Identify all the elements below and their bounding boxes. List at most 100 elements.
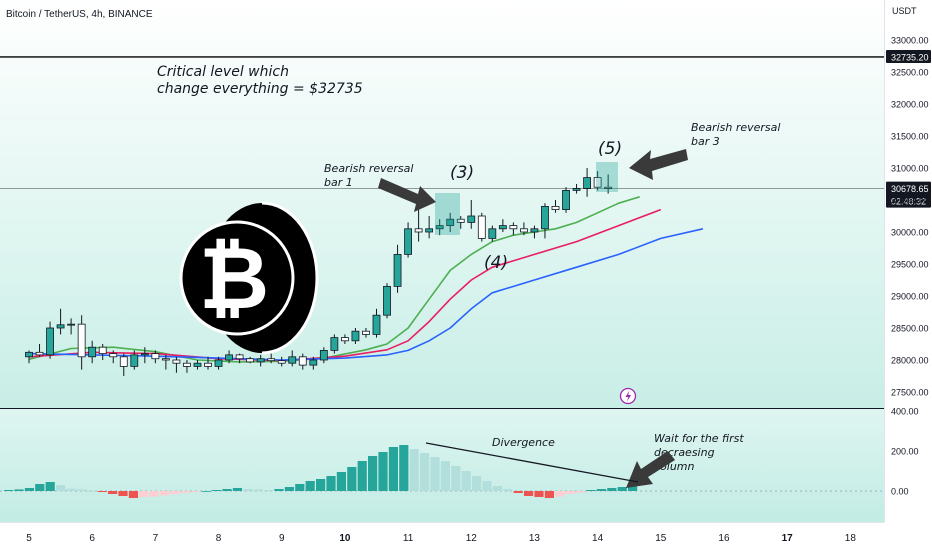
oscillator-bar[interactable] [378,452,388,491]
candle[interactable] [383,283,391,319]
candle[interactable] [319,347,328,364]
candle[interactable] [235,353,244,364]
oscillator-bar[interactable] [544,491,554,498]
oscillator-bar[interactable] [191,491,201,492]
candle[interactable] [88,340,97,364]
candle[interactable] [393,244,402,293]
candle[interactable] [267,353,276,364]
oscillator-bar[interactable] [524,491,534,496]
oscillator-bar[interactable] [97,491,107,492]
candle[interactable] [119,353,128,376]
candle[interactable] [541,203,549,239]
candle[interactable] [456,216,465,229]
candle[interactable] [477,212,486,242]
candle[interactable] [404,222,412,258]
oscillator-bar[interactable] [534,491,544,497]
oscillator-pane[interactable] [0,445,884,498]
oscillator-bar[interactable] [284,487,294,491]
oscillator-bar[interactable] [357,461,367,491]
candle[interactable] [56,308,65,335]
oscillator-bar[interactable] [472,476,482,491]
candle[interactable] [467,200,476,229]
candle[interactable] [309,356,318,370]
oscillator-bar[interactable] [35,484,45,491]
candle[interactable] [109,350,118,364]
oscillator-bar[interactable] [14,489,24,491]
candle[interactable] [498,219,507,232]
oscillator-bar[interactable] [336,472,346,491]
oscillator-bar[interactable] [596,489,606,491]
candles[interactable] [25,168,613,376]
oscillator-bar[interactable] [149,491,159,497]
candle[interactable] [330,334,339,354]
candle[interactable] [46,321,54,359]
oscillator-bar[interactable] [316,479,326,491]
candle[interactable] [67,318,76,335]
oscillator-bar[interactable] [482,481,492,491]
oscillator-bar[interactable] [4,490,14,491]
oscillator-bar[interactable] [24,488,34,491]
oscillator-bar[interactable] [617,487,627,491]
candle[interactable] [446,212,455,232]
candle[interactable] [130,350,139,370]
oscillator-bar[interactable] [201,491,211,492]
oscillator-bar[interactable] [56,485,66,491]
oscillator-bar[interactable] [409,449,419,491]
oscillator-bar[interactable] [492,486,502,491]
oscillator-bar[interactable] [607,488,617,491]
oscillator-bar[interactable] [565,491,575,494]
candle[interactable] [298,353,307,370]
candle[interactable] [77,315,86,370]
candle[interactable] [562,187,570,213]
oscillator-bar[interactable] [264,490,274,491]
candle[interactable] [488,225,497,242]
candle[interactable] [509,222,518,236]
oscillator-bar[interactable] [503,489,513,491]
candle[interactable] [520,222,528,236]
oscillator-bar[interactable] [576,491,586,493]
oscillator-bar[interactable] [305,481,315,491]
oscillator-bar[interactable] [628,486,638,491]
oscillator-bar[interactable] [232,488,242,491]
oscillator-bar[interactable] [243,489,253,491]
candle[interactable] [161,354,170,370]
oscillator-bar[interactable] [347,467,357,491]
candle[interactable] [193,360,202,370]
candle[interactable] [25,350,33,364]
oscillator-bar[interactable] [108,491,118,494]
lightning-icon[interactable] [619,387,637,405]
oscillator-bar[interactable] [87,491,97,492]
candle[interactable] [183,360,191,373]
candle[interactable] [140,347,149,364]
oscillator-bar[interactable] [128,491,138,498]
candle[interactable] [277,356,286,367]
oscillator-bar[interactable] [420,453,430,491]
oscillator-bar[interactable] [555,491,565,497]
oscillator-bar[interactable] [586,490,596,491]
oscillator-bar[interactable] [253,489,263,491]
oscillator-bar[interactable] [274,489,284,491]
oscillator-bar[interactable] [440,461,450,491]
oscillator-bar[interactable] [139,491,149,497]
candle[interactable] [246,356,255,364]
candle[interactable] [204,356,212,370]
oscillator-bar[interactable] [66,488,76,491]
oscillator-bar[interactable] [399,445,409,491]
candle[interactable] [530,225,539,239]
oscillator-bar[interactable] [222,489,232,491]
candle[interactable] [372,308,381,338]
oscillator-bar[interactable] [388,447,398,491]
oscillator-bar[interactable] [326,476,336,491]
time-axis[interactable]: 5 6 7 8 9 10 11 12 13 14 15 16 17 18 [26,533,856,544]
candle[interactable] [593,171,602,191]
candle[interactable] [35,344,44,357]
oscillator-bar[interactable] [160,491,170,496]
oscillator-bar[interactable] [76,489,86,491]
candle[interactable] [425,216,434,239]
oscillator-bar[interactable] [430,457,440,491]
candle[interactable] [151,350,160,364]
oscillator-bar[interactable] [461,471,471,491]
candle[interactable] [98,344,107,360]
oscillator-bar[interactable] [170,491,180,494]
